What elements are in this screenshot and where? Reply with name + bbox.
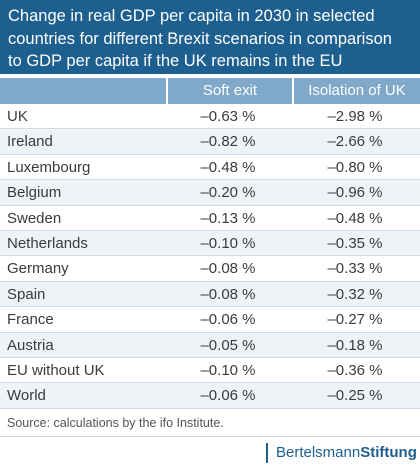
soft-exit-cell: –0.05 % [200, 336, 256, 354]
isolation-cell: –0.33 % [327, 260, 383, 278]
table-row: Belgium –0.20 % –0.96 % [0, 180, 420, 206]
chart-title: Change in real GDP per capita in 2030 in… [0, 0, 420, 74]
country-cell: Luxembourg [7, 158, 91, 176]
country-cell: World [7, 387, 46, 405]
isolation-cell: –0.48 % [327, 209, 383, 227]
divider [0, 436, 420, 437]
soft-exit-cell: –0.06 % [200, 311, 256, 329]
isolation-cell: –0.35 % [327, 234, 383, 252]
column-header-soft-exit: Soft exit [166, 78, 292, 104]
table-row: Ireland –0.82 % –2.66 % [0, 129, 420, 155]
table-row: Germany –0.08 % –0.33 % [0, 256, 420, 282]
table-row: Luxembourg –0.48 % –0.80 % [0, 155, 420, 181]
isolation-cell: –0.18 % [327, 336, 383, 354]
isolation-cell: –0.36 % [327, 361, 383, 379]
country-cell: EU without UK [7, 361, 105, 379]
country-cell: Belgium [7, 184, 62, 202]
country-cell: Germany [7, 260, 69, 278]
soft-exit-cell: –0.48 % [200, 158, 256, 176]
isolation-cell: –0.27 % [327, 311, 383, 329]
table-header: Soft exit Isolation of UK [0, 78, 420, 104]
isolation-cell: –0.32 % [327, 285, 383, 303]
soft-exit-cell: –0.63 % [200, 108, 256, 125]
isolation-cell: –0.80 % [327, 158, 383, 176]
isolation-cell: –2.98 % [327, 108, 383, 125]
table-row: Spain –0.08 % –0.32 % [0, 281, 420, 308]
table-body: UK –0.63 % –2.98 % Ireland –0.82 % –2.66 % Lux… [0, 104, 420, 409]
soft-exit-cell: –0.10 % [200, 361, 256, 379]
source-note: Source: calculations by the ifo Institut… [7, 416, 224, 430]
table-row: EU without UK –0.10 % –0.36 % [0, 358, 420, 384]
table-row: Austria –0.05 % –0.18 % [0, 332, 420, 358]
brand-logo: BertelsmannStiftung [266, 443, 417, 463]
column-header-isolation: Isolation of UK [292, 78, 420, 104]
country-cell: Austria [7, 336, 54, 354]
table-row: World –0.06 % –0.25 % [0, 383, 420, 409]
title-line: countries for different Brexit scenarios… [8, 29, 392, 48]
title-line: Change in real GDP per capita in 2030 in… [8, 7, 375, 25]
isolation-cell: –0.96 % [327, 184, 383, 202]
soft-exit-cell: –0.08 % [200, 285, 256, 303]
soft-exit-cell: –0.13 % [200, 209, 256, 227]
soft-exit-cell: –0.10 % [200, 234, 256, 252]
isolation-cell: –0.25 % [327, 387, 383, 405]
table-row: Sweden –0.13 % –0.48 % [0, 206, 420, 231]
country-cell: UK [7, 108, 28, 125]
country-cell: Sweden [7, 209, 62, 227]
table-row: UK –0.63 % –2.98 % [0, 104, 420, 130]
soft-exit-cell: –0.82 % [200, 133, 256, 151]
brand-part2: Stiftung [360, 444, 417, 461]
soft-exit-cell: –0.20 % [200, 184, 256, 202]
soft-exit-cell: –0.08 % [200, 260, 256, 278]
title-line: to GDP per capita if the UK remains in t… [8, 52, 343, 70]
table-row: Netherlands –0.10 % –0.35 % [0, 230, 420, 257]
isolation-cell: –2.66 % [327, 133, 383, 151]
table-row: France –0.06 % –0.27 % [0, 307, 420, 333]
country-cell: Netherlands [7, 234, 88, 252]
country-cell: Spain [7, 285, 46, 303]
country-cell: France [7, 311, 54, 329]
brand-part1: Bertelsmann [276, 444, 361, 461]
soft-exit-cell: –0.06 % [200, 387, 256, 405]
country-cell: Ireland [7, 133, 53, 151]
